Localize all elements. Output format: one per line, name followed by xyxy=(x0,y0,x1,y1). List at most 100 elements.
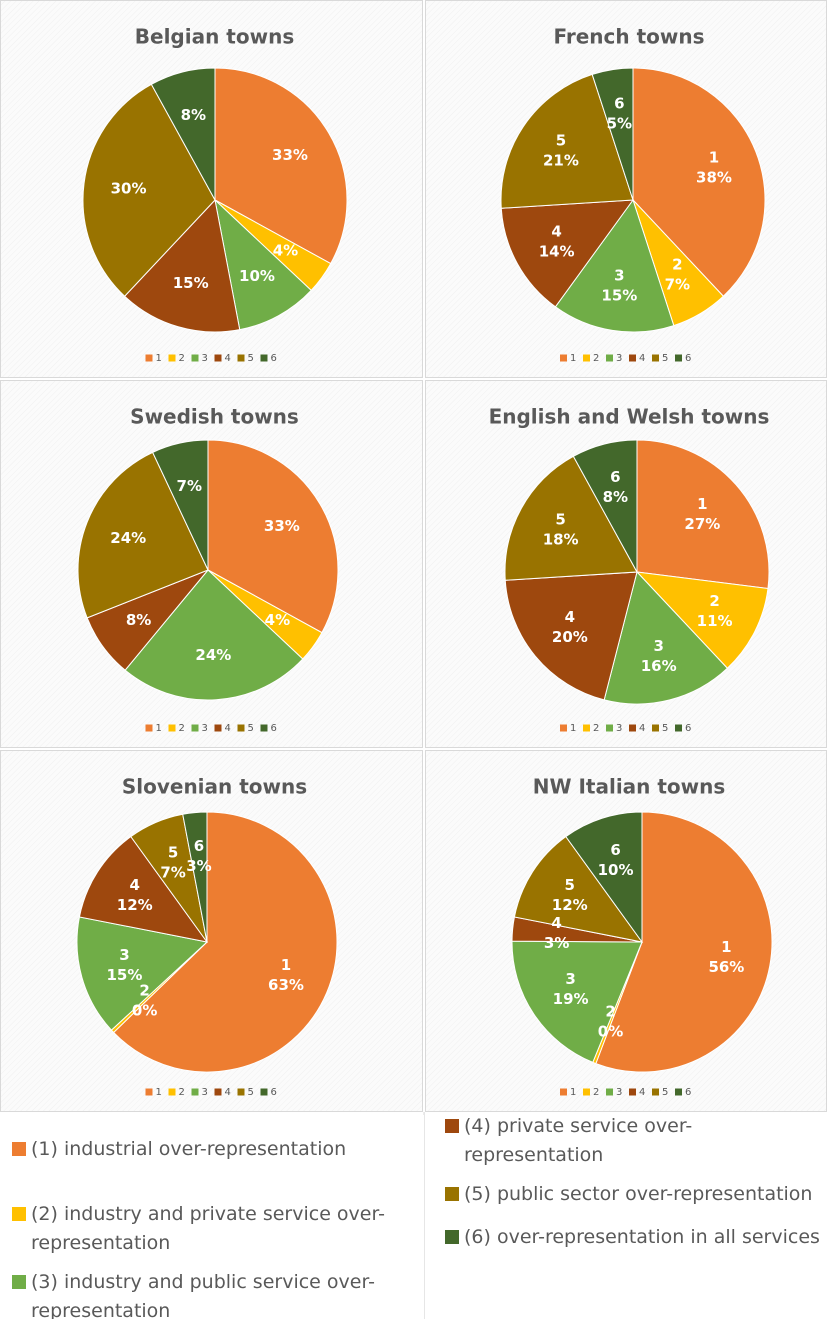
data-label: 30% xyxy=(111,180,147,198)
legend-label: 1 xyxy=(156,723,162,734)
legend-swatch xyxy=(237,724,245,732)
data-label: 18% xyxy=(543,531,579,549)
pie-slice xyxy=(76,916,209,1031)
data-label: 0% xyxy=(598,1022,623,1040)
legend-label: 6 xyxy=(271,723,277,734)
legend-swatch xyxy=(12,1207,26,1221)
legend-swatch xyxy=(168,724,176,732)
pie-slice xyxy=(214,198,312,331)
pie-slice xyxy=(77,451,209,619)
chart-title: NW Italian towns xyxy=(533,775,726,799)
pie-slice xyxy=(214,67,348,265)
data-label-category: 3 xyxy=(614,267,624,285)
pie-slice xyxy=(572,439,638,573)
legend-swatch xyxy=(237,1088,245,1096)
data-label-category: 4 xyxy=(130,876,140,894)
pie-slice xyxy=(124,569,304,701)
pie-slice xyxy=(554,198,675,333)
legend-swatch xyxy=(629,724,636,732)
data-label-category: 4 xyxy=(551,914,561,932)
data-label: 7% xyxy=(160,864,185,882)
legend-swatch xyxy=(214,1088,222,1096)
data-label-category: 4 xyxy=(551,222,561,240)
legend-label: 5 xyxy=(248,723,254,734)
data-label: 10% xyxy=(239,267,275,285)
pie-slice xyxy=(504,571,638,701)
legend-swatch xyxy=(12,1275,26,1289)
data-label: 14% xyxy=(539,242,575,260)
legend-label: 2 xyxy=(593,723,599,734)
data-label: 15% xyxy=(106,966,142,984)
legend-swatch xyxy=(606,1088,613,1096)
legend-swatch xyxy=(652,1088,659,1096)
legend-label: (4) private service over-representation xyxy=(464,1115,693,1166)
pie-slice xyxy=(635,571,769,669)
data-label-category: 5 xyxy=(565,876,575,894)
legend-swatch xyxy=(145,1088,153,1096)
data-label: 7% xyxy=(177,477,202,495)
legend-item: (5) public sector over-representation xyxy=(445,1180,827,1209)
data-label-category: 6 xyxy=(194,837,204,855)
pie-slice xyxy=(182,811,208,943)
pie-slice xyxy=(511,940,643,1063)
data-label: 4% xyxy=(273,242,298,260)
legend-swatch xyxy=(583,354,590,362)
data-label-category: 6 xyxy=(610,468,620,486)
legend-label: 3 xyxy=(616,353,622,364)
data-label-category: 2 xyxy=(605,1002,615,1020)
data-label: 38% xyxy=(696,168,732,186)
data-label-category: 1 xyxy=(697,495,707,513)
legend-label: (1) industrial over-representation xyxy=(31,1138,347,1160)
pie-slice xyxy=(603,570,729,705)
data-label-category: 3 xyxy=(565,970,575,988)
legend-swatch xyxy=(145,354,153,362)
legend-label: 3 xyxy=(202,353,208,364)
pie-slice xyxy=(207,439,339,634)
data-label: 12% xyxy=(552,896,588,914)
chart-title: English and Welsh towns xyxy=(489,405,770,429)
legend-label: 6 xyxy=(271,1087,277,1098)
data-label: 27% xyxy=(684,515,720,533)
chart-title: Swedish towns xyxy=(130,405,299,429)
data-label: 21% xyxy=(543,152,579,170)
legend-label: (6) over-representation in all services xyxy=(464,1226,820,1248)
data-label: 16% xyxy=(641,657,677,675)
legend-swatch xyxy=(260,1088,268,1096)
data-label: 24% xyxy=(110,529,146,547)
data-label: 8% xyxy=(181,106,206,124)
legend-swatch xyxy=(606,354,613,362)
data-label-category: 6 xyxy=(614,94,624,112)
legend-label: 3 xyxy=(202,1087,208,1098)
legend-swatch xyxy=(652,724,659,732)
legend-swatch xyxy=(606,724,613,732)
legend-swatch xyxy=(191,724,199,732)
legend-swatch xyxy=(445,1119,459,1133)
legend-label: (2) industry and private service over-re… xyxy=(31,1203,385,1254)
data-label: 3% xyxy=(186,857,211,875)
legend-swatch xyxy=(237,354,245,362)
pie-slice xyxy=(82,83,216,297)
data-label: 8% xyxy=(126,611,151,629)
data-label: 15% xyxy=(173,274,209,292)
data-label: 12% xyxy=(117,896,153,914)
legend-swatch xyxy=(629,354,636,362)
data-label-category: 5 xyxy=(556,132,566,150)
legend-swatch xyxy=(652,354,659,362)
legend-swatch xyxy=(675,724,682,732)
data-label: 3% xyxy=(544,934,569,952)
legend-item: (3) industry and public service over-rep… xyxy=(12,1268,412,1319)
legend-label: 6 xyxy=(685,1087,691,1098)
legend-swatch xyxy=(560,354,567,362)
legend-label: 2 xyxy=(179,353,185,364)
data-label-category: 2 xyxy=(139,981,149,999)
data-label: 56% xyxy=(708,958,744,976)
pie-slice xyxy=(513,835,644,943)
legend-label: 4 xyxy=(225,1087,231,1098)
data-label: 5% xyxy=(607,114,632,132)
legend-swatch xyxy=(260,724,268,732)
legend-label: 4 xyxy=(225,723,231,734)
data-label-category: 1 xyxy=(721,938,731,956)
legend-label: 2 xyxy=(179,1087,185,1098)
data-label: 10% xyxy=(598,861,634,879)
legend-swatch xyxy=(168,1088,176,1096)
